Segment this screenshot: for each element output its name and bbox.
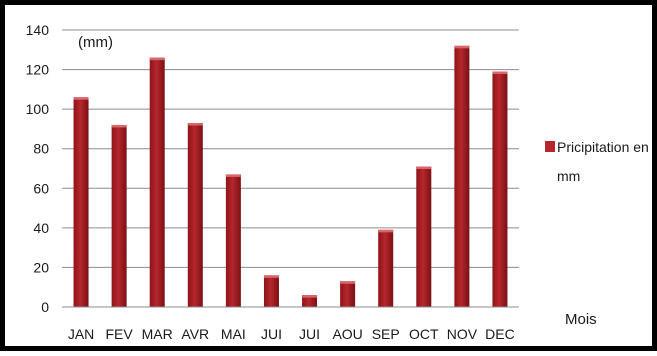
bar [225,174,241,307]
y-axis-ticks: 0 20 40 60 80 100 120 140 [26,22,50,315]
x-tick-label: AVR [181,326,209,342]
y-tick-label: 0 [41,299,49,315]
bar-top [492,71,508,75]
legend: Pricipitation en mm [545,139,649,184]
bar-top [378,229,394,233]
legend-label-line-2: mm [557,168,580,184]
bars [73,45,508,308]
y-tick-label: 40 [33,220,49,236]
x-tick-label: JAN [68,326,94,342]
y-tick-label: 120 [26,62,50,78]
legend-swatch [545,141,555,152]
x-tick-label: NOV [447,326,478,342]
x-tick-label: DEC [485,326,515,342]
x-tick-label: OCT [409,326,439,342]
bar-top [416,166,432,170]
x-axis-ticks: JAN FEV MAR AVR MAI JUI JUI AOU SEP OCT NOV DEC [68,326,515,342]
bar-top [149,57,165,61]
bar-top [454,45,470,49]
x-tick-label: SEP [372,326,400,342]
bar [111,124,127,307]
bar [340,281,356,307]
x-tick-label: MAR [142,326,173,342]
bar-top [302,295,318,298]
x-axis-label: Mois [565,311,597,328]
bar [73,97,89,308]
precipitation-chart: 0 20 40 60 80 100 120 140 JAN FEV MAR AVR MAI JUI JUI… [26,22,649,342]
bar-top [187,122,203,126]
y-tick-label: 20 [33,259,49,275]
bar [302,295,318,307]
x-tick-label: JUI [261,326,282,342]
bar [378,229,394,307]
y-tick-label: 60 [33,180,49,196]
bar [263,275,279,307]
y-tick-label: 80 [33,141,49,157]
bar [187,122,203,307]
gridlines [62,29,519,268]
unit-label: (mm) [78,34,113,51]
bar-top [73,97,89,100]
x-tick-label: AOU [332,326,362,342]
bar-top [340,281,356,284]
y-tick-label: 100 [26,101,50,117]
legend-label-line-1: Pricipitation en [557,139,649,155]
bar [454,45,470,307]
x-tick-label: FEV [106,326,134,342]
bar-top [111,124,127,128]
y-tick-label: 140 [26,22,50,38]
bar-top [225,174,241,177]
bar [416,166,432,307]
bar [492,71,508,307]
bar [149,57,165,308]
x-tick-label: MAI [221,326,246,342]
bar-top [263,275,279,278]
x-tick-label: JUI [299,326,320,342]
